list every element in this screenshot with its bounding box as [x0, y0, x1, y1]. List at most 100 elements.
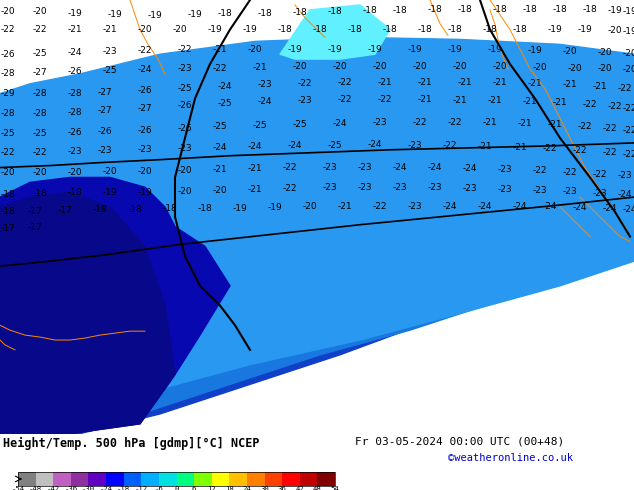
Bar — [89, 472, 106, 486]
Text: -18: -18 — [583, 5, 597, 14]
Text: -21: -21 — [513, 144, 527, 152]
Text: -21: -21 — [563, 80, 578, 89]
Text: -26: -26 — [138, 86, 152, 95]
Text: -19: -19 — [268, 203, 282, 213]
Text: -18: -18 — [1, 207, 15, 217]
Text: -20: -20 — [623, 66, 634, 74]
Text: -17: -17 — [28, 207, 42, 217]
Bar — [159, 472, 176, 486]
Text: -22: -22 — [338, 95, 353, 104]
Text: -21: -21 — [338, 202, 353, 212]
Bar — [300, 472, 318, 486]
Text: -18: -18 — [93, 205, 107, 215]
Text: -23: -23 — [373, 118, 387, 127]
Text: -19: -19 — [623, 27, 634, 36]
Text: -26: -26 — [178, 123, 192, 133]
Text: -17: -17 — [58, 206, 72, 216]
Text: -19: -19 — [328, 45, 342, 54]
Text: -19: -19 — [548, 25, 562, 34]
Text: -27: -27 — [138, 104, 152, 113]
Text: -48: -48 — [29, 487, 42, 490]
Text: -20: -20 — [623, 49, 634, 58]
Text: -24: -24 — [68, 48, 82, 57]
Text: -28: -28 — [68, 108, 82, 117]
Text: -21: -21 — [248, 164, 262, 173]
Text: -21: -21 — [68, 25, 82, 34]
Text: -22: -22 — [623, 104, 634, 113]
Text: -22: -22 — [138, 46, 152, 55]
Text: -28: -28 — [33, 109, 48, 118]
Text: -26: -26 — [68, 68, 82, 76]
Text: -21: -21 — [418, 78, 432, 87]
Text: -23: -23 — [618, 171, 632, 180]
Text: -24: -24 — [428, 163, 443, 172]
Text: -22: -22 — [573, 147, 587, 155]
Text: -23: -23 — [408, 202, 422, 212]
Text: -22: -22 — [33, 148, 48, 157]
Text: -23: -23 — [98, 147, 112, 155]
Bar — [176, 472, 194, 486]
Text: -24: -24 — [463, 164, 477, 173]
Text: -18: -18 — [1, 190, 15, 198]
Text: -18: -18 — [458, 5, 472, 14]
Text: -23: -23 — [298, 96, 313, 105]
Text: -21: -21 — [522, 97, 537, 106]
Text: -20: -20 — [248, 45, 262, 54]
Text: -24: -24 — [513, 202, 527, 212]
Text: -17: -17 — [28, 223, 42, 232]
Text: -24: -24 — [603, 204, 618, 214]
Text: -28: -28 — [1, 109, 15, 118]
Bar — [124, 472, 141, 486]
Text: -26: -26 — [68, 127, 82, 137]
Text: -20: -20 — [138, 25, 152, 34]
Text: -19: -19 — [408, 45, 422, 54]
Text: -18: -18 — [347, 25, 363, 34]
Text: -18: -18 — [32, 189, 48, 197]
Text: -21: -21 — [212, 165, 228, 174]
Polygon shape — [0, 143, 634, 434]
Text: -18: -18 — [448, 25, 462, 34]
Text: -18: -18 — [278, 25, 292, 34]
Polygon shape — [0, 177, 230, 434]
Text: -20: -20 — [413, 62, 427, 71]
Text: -6: -6 — [155, 487, 164, 490]
Text: -18: -18 — [493, 5, 507, 14]
Text: -18: -18 — [293, 8, 307, 17]
Text: -21: -21 — [477, 143, 493, 151]
Text: -21: -21 — [458, 78, 472, 87]
Text: 36: 36 — [278, 487, 287, 490]
Text: -18: -18 — [313, 25, 327, 34]
Text: -54: -54 — [11, 487, 25, 490]
Text: -23: -23 — [593, 189, 607, 197]
Text: -22: -22 — [283, 184, 297, 193]
Text: -23: -23 — [408, 141, 422, 150]
Bar — [212, 472, 230, 486]
Polygon shape — [0, 37, 634, 434]
Text: -22: -22 — [578, 122, 592, 131]
Text: -24: -24 — [368, 140, 382, 149]
Text: -21: -21 — [418, 95, 432, 104]
Text: -21: -21 — [493, 78, 507, 87]
Text: -21: -21 — [548, 120, 562, 129]
Text: -26: -26 — [178, 101, 192, 110]
Text: -22: -22 — [298, 79, 313, 88]
Text: 30: 30 — [260, 487, 269, 490]
Text: -19: -19 — [233, 204, 247, 214]
Text: Height/Temp. 500 hPa [gdmp][°C] NCEP: Height/Temp. 500 hPa [gdmp][°C] NCEP — [3, 437, 259, 450]
Text: -24: -24 — [213, 144, 227, 152]
Text: -20: -20 — [33, 168, 48, 177]
Text: -20: -20 — [302, 202, 317, 212]
Text: -23: -23 — [103, 47, 117, 56]
Text: -22: -22 — [618, 84, 632, 93]
Text: -25: -25 — [217, 99, 232, 108]
Text: -24: -24 — [288, 141, 302, 150]
Text: -18: -18 — [117, 487, 130, 490]
Text: -19: -19 — [138, 188, 152, 196]
Text: -20: -20 — [563, 47, 578, 56]
Text: -27: -27 — [33, 69, 48, 77]
Text: -22: -22 — [413, 118, 427, 127]
Text: -21: -21 — [527, 79, 542, 88]
Text: -25: -25 — [1, 128, 15, 138]
Text: -24: -24 — [443, 202, 457, 212]
Text: -22: -22 — [213, 64, 227, 73]
